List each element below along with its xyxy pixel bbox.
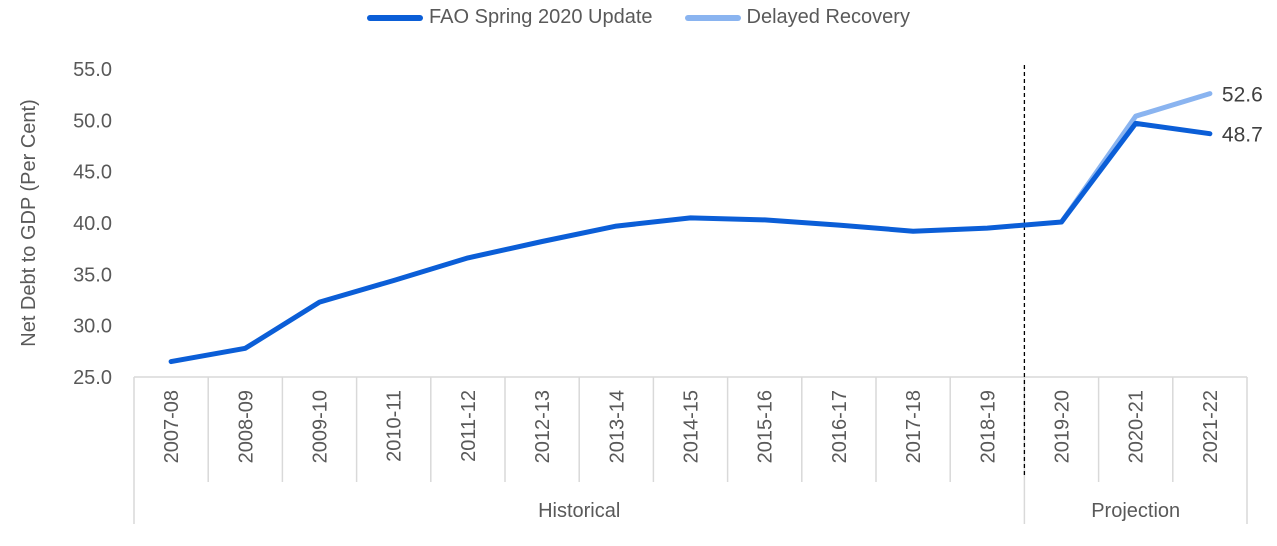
- chart-legend: FAO Spring 2020 Update Delayed Recovery: [0, 6, 1277, 29]
- x-tick-label: 2013-14: [606, 390, 628, 463]
- y-tick-label: 30.0: [73, 316, 112, 338]
- x-tick-label: 2015-16: [755, 390, 777, 463]
- y-tick-label: 35.0: [73, 264, 112, 286]
- x-tick-label: 2016-17: [829, 390, 851, 463]
- y-tick-label: 55.0: [73, 59, 112, 81]
- x-tick-label: 2020-21: [1126, 390, 1148, 463]
- x-tick-label: 2014-15: [681, 390, 703, 463]
- x-tick-label: 2019-20: [1052, 390, 1074, 463]
- legend-swatch-fao: [367, 14, 424, 21]
- group-label-historical: Historical: [538, 500, 620, 522]
- x-tick-label: 2021-22: [1200, 390, 1222, 463]
- x-tick-label: 2011-12: [458, 390, 480, 462]
- data-label-fao-end: 48.7: [1222, 124, 1263, 147]
- x-tick-label: 2009-10: [310, 390, 332, 463]
- series-line-fao: [168, 120, 1213, 365]
- y-axis-title: Net Debt to GDP (Per Cent): [18, 99, 40, 347]
- legend-item-delayed: Delayed Recovery: [684, 6, 910, 29]
- legend-swatch-delayed: [684, 14, 741, 21]
- x-tick-label: 2007-08: [161, 390, 183, 463]
- legend-item-fao: FAO Spring 2020 Update: [367, 6, 653, 29]
- y-tick-label: 45.0: [73, 162, 112, 184]
- x-tick-label: 2010-11: [384, 390, 406, 462]
- data-label-delayed-end: 52.6: [1222, 84, 1263, 107]
- legend-label-fao: FAO Spring 2020 Update: [429, 6, 653, 28]
- group-label-projection: Projection: [1091, 500, 1180, 522]
- y-tick-label: 40.0: [73, 213, 112, 235]
- x-tick-label: 2012-13: [532, 390, 554, 463]
- x-tick-label: 2017-18: [903, 390, 925, 463]
- y-tick-label: 25.0: [73, 367, 112, 389]
- x-tick-label: 2008-09: [235, 390, 257, 463]
- legend-label-delayed: Delayed Recovery: [746, 6, 910, 28]
- series-line-delayed: [1059, 91, 1213, 225]
- x-tick-label: 2018-19: [977, 390, 999, 463]
- y-tick-label: 50.0: [73, 110, 112, 132]
